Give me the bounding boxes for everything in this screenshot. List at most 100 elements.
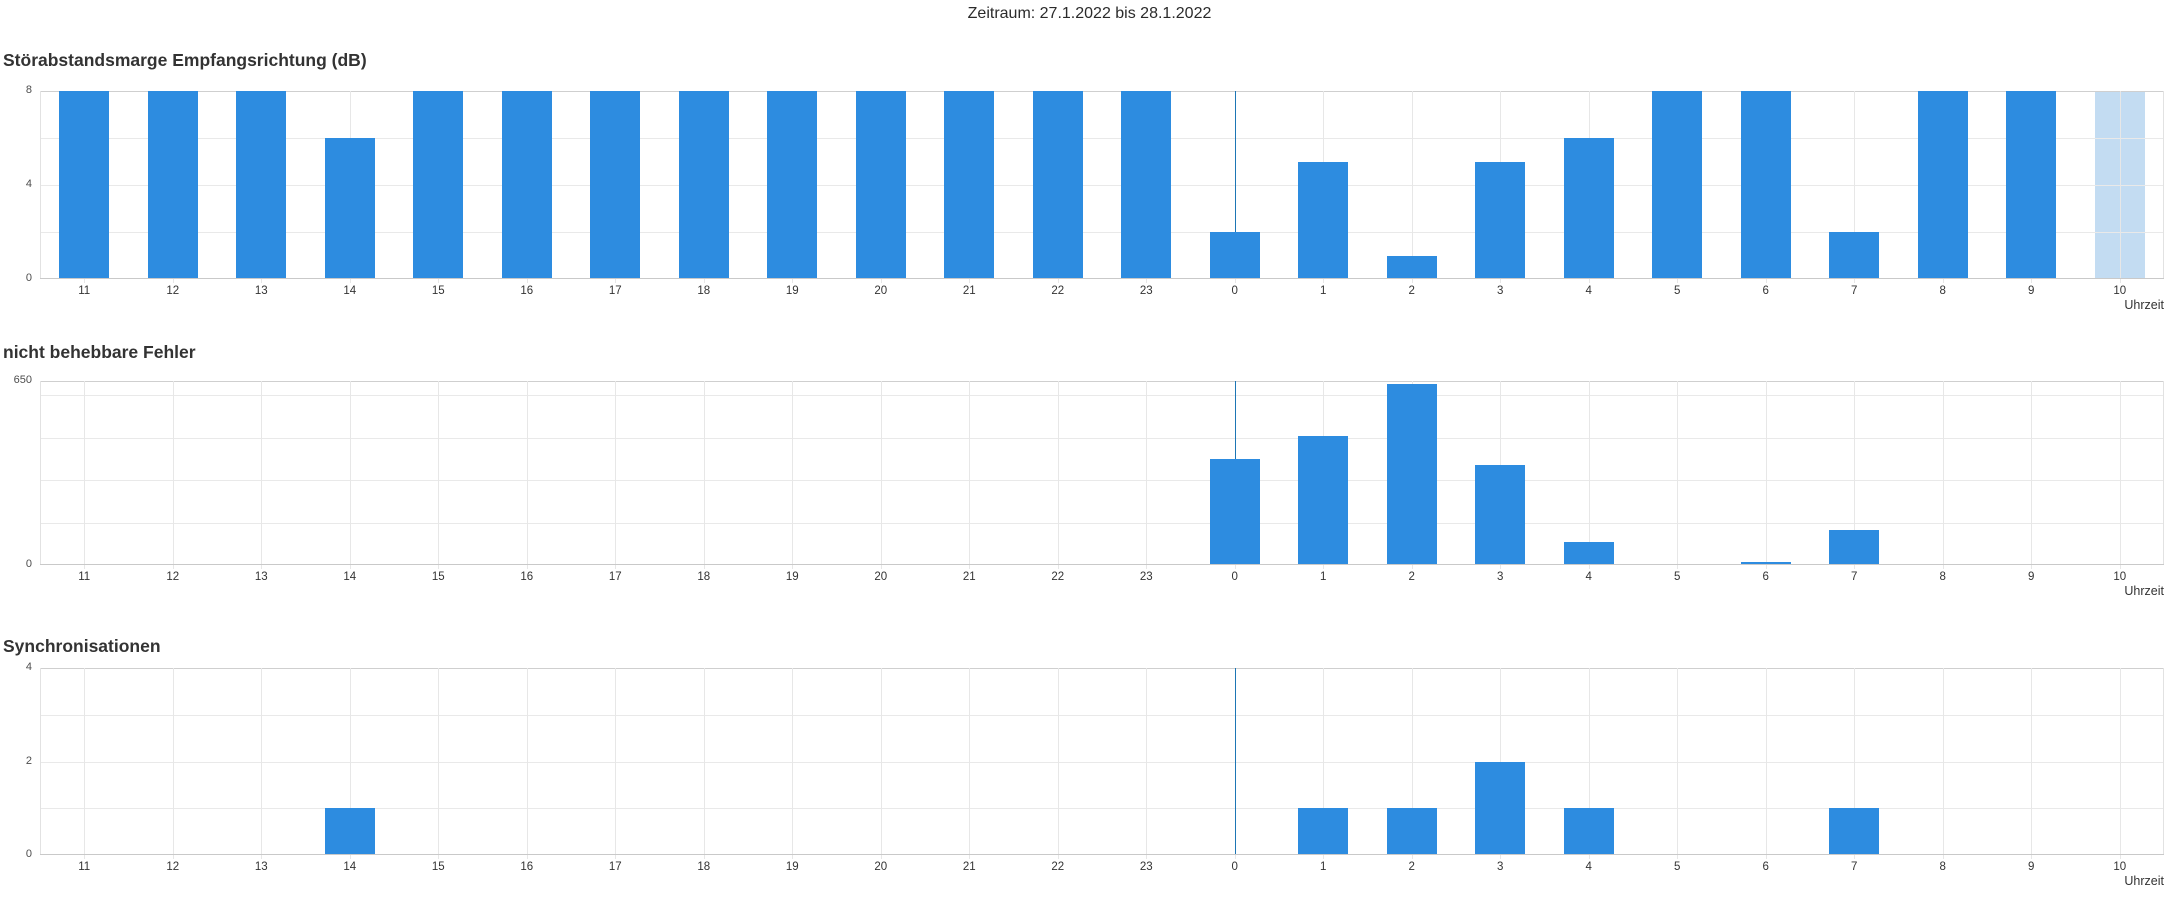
v-gridline [703, 381, 705, 569]
plot-left-edge [40, 381, 41, 565]
x-tick-label-20: 20 [874, 285, 888, 297]
x-tick-label-3: 3 [1497, 571, 1504, 583]
x-tick-label-5: 5 [1674, 861, 1681, 873]
page-title: Zeitraum: 27.1.2022 bis 28.1.2022 [967, 5, 1212, 22]
plot-top-line [40, 381, 2164, 382]
x-tick-label-13: 13 [254, 571, 268, 583]
x-tick-label-8: 8 [1939, 285, 1946, 297]
x-tick-label-9: 9 [2028, 861, 2035, 873]
x-tick-label-17: 17 [608, 571, 622, 583]
x-tick-label-17: 17 [608, 285, 622, 297]
v-gridline [1323, 668, 1325, 859]
x-tick-label-16: 16 [520, 861, 534, 873]
x-tick-label-20: 20 [874, 861, 888, 873]
x-axis-baseline [40, 564, 2164, 565]
h-gridline [40, 480, 2164, 482]
bar-hour-4 [1563, 542, 1614, 565]
bar-hour-23 [1121, 91, 1172, 279]
bar-hour-17 [590, 91, 641, 279]
x-tick-label-0: 0 [1231, 285, 1238, 297]
v-gridline [880, 381, 882, 569]
bar-hour-0 [1209, 232, 1260, 279]
plot-right-edge [2163, 91, 2164, 279]
bar-hour-18 [678, 91, 729, 279]
v-gridline [2031, 381, 2033, 569]
x-tick-label-1: 1 [1320, 861, 1327, 873]
x-tick-label-0: 0 [1231, 571, 1238, 583]
bar-hour-15 [413, 91, 464, 279]
chart-title-synchronisations: Synchronisationen [3, 636, 161, 656]
x-tick-label-20: 20 [874, 571, 888, 583]
x-tick-label-22: 22 [1051, 285, 1065, 297]
x-tick-label-11: 11 [78, 571, 91, 583]
x-tick-label-9: 9 [2028, 285, 2035, 297]
x-tick-label-0: 0 [1231, 861, 1238, 873]
x-tick-label-16: 16 [520, 285, 534, 297]
v-gridline [438, 668, 440, 859]
v-gridline [880, 668, 882, 859]
x-tick-label-3: 3 [1497, 285, 1504, 297]
x-tick-label-15: 15 [431, 571, 445, 583]
bar-hour-3 [1475, 761, 1526, 855]
y-tick-label-2: 2 [25, 754, 32, 767]
bar-hour-12 [147, 91, 198, 279]
v-gridline [1057, 381, 1059, 569]
plot-top-line [40, 91, 2164, 92]
v-gridline [84, 381, 86, 569]
v-gridline [1854, 668, 1856, 859]
x-tick-label-10: 10 [2113, 285, 2127, 297]
v-gridline [703, 668, 705, 859]
x-tick-label-14: 14 [343, 285, 357, 297]
h-gridline [40, 522, 2164, 524]
x-axis-title: Uhrzeit [2124, 874, 2164, 888]
x-tick-label-21: 21 [962, 571, 976, 583]
bar-hour-1 [1298, 436, 1349, 565]
v-gridline [1411, 91, 1413, 283]
h-gridline [40, 395, 2164, 397]
x-tick-label-14: 14 [343, 571, 357, 583]
v-gridline [969, 668, 971, 859]
v-gridline [1057, 668, 1059, 859]
x-tick-label-6: 6 [1762, 285, 1769, 297]
h-gridline [40, 185, 2164, 186]
chart-plot-snr-margin: 11 12 13 14 15 16 17 18 19 20 21 22 23 0 1 2 3 4 5 6 7 8 9 10 0 4… [26, 84, 2164, 312]
x-axis-title: Uhrzeit [2124, 298, 2164, 312]
x-tick-label-19: 19 [785, 861, 799, 873]
x-tick-label-8: 8 [1939, 571, 1946, 583]
bar-hour-2 [1386, 255, 1437, 279]
x-tick-label-21: 21 [962, 861, 976, 873]
y-tick-label-0: 0 [25, 272, 32, 284]
h-gridline [40, 232, 2164, 233]
x-tick-label-1: 1 [1320, 285, 1327, 297]
bar-hour-7 [1829, 808, 1880, 855]
v-gridline [1677, 668, 1679, 859]
x-tick-label-23: 23 [1139, 861, 1153, 873]
x-tick-label-22: 22 [1051, 861, 1065, 873]
h-gridline [40, 808, 2164, 810]
plot-left-edge [40, 668, 41, 855]
x-tick-label-23: 23 [1139, 571, 1153, 583]
h-gridline [40, 437, 2164, 439]
v-gridline [84, 668, 86, 859]
v-gridline [1588, 668, 1590, 859]
plot-left-edge [40, 91, 41, 279]
x-axis-title: Uhrzeit [2124, 584, 2164, 598]
v-gridline [792, 668, 794, 859]
bar-hour-0 [1209, 458, 1260, 565]
bar-hour-13 [236, 91, 287, 279]
v-gridline [792, 381, 794, 569]
v-gridline [2031, 668, 2033, 859]
x-tick-label-12: 12 [166, 571, 180, 583]
bar-hour-1 [1298, 808, 1349, 855]
x-tick-label-11: 11 [78, 861, 91, 873]
x-tick-label-7: 7 [1851, 571, 1858, 583]
v-gridline [349, 668, 351, 859]
bar-hour-2 [1386, 383, 1437, 565]
y-tick-label-4: 4 [25, 661, 32, 673]
v-gridline [2119, 668, 2121, 859]
v-gridline [2119, 381, 2121, 569]
x-tick-label-15: 15 [431, 285, 445, 297]
y-tick-label-4: 4 [25, 178, 32, 190]
bar-hour-11 [59, 91, 110, 279]
x-tick-label-5: 5 [1674, 571, 1681, 583]
